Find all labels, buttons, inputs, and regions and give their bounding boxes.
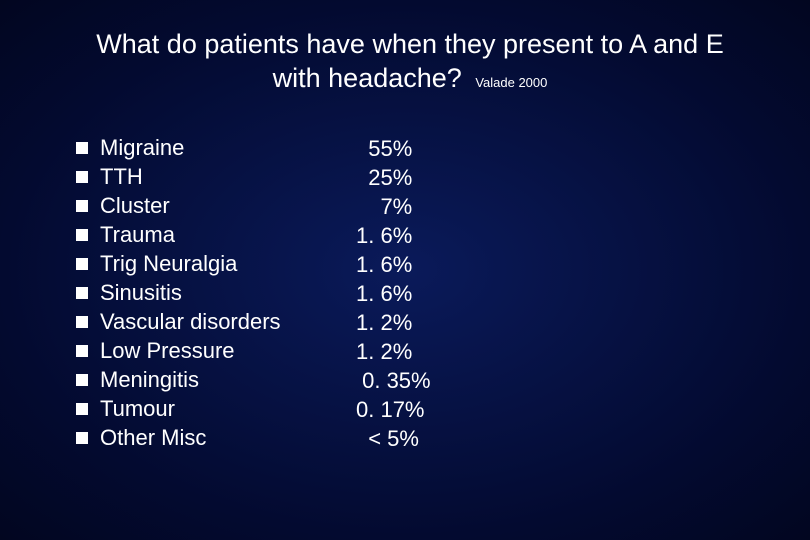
- item-label: Trig Neuralgia: [100, 251, 237, 277]
- bullet-icon: [76, 229, 88, 241]
- citation: Valade 2000: [475, 75, 547, 90]
- bullet-icon: [76, 345, 88, 357]
- item-label: Vascular disorders: [100, 309, 281, 335]
- title-line-1: What do patients have when they present …: [96, 29, 723, 59]
- list-item: Cluster: [76, 192, 356, 221]
- bullet-icon: [76, 432, 88, 444]
- item-label: Trauma: [100, 222, 175, 248]
- item-value: 1. 6%: [356, 221, 476, 250]
- item-label: Tumour: [100, 396, 175, 422]
- list-item: Vascular disorders: [76, 308, 356, 337]
- item-value: 55%: [356, 134, 476, 163]
- bullet-icon: [76, 287, 88, 299]
- content-columns: Migraine TTH Cluster Trauma Trig Neuralg…: [70, 134, 750, 453]
- item-label: Low Pressure: [100, 338, 235, 364]
- bullet-icon: [76, 374, 88, 386]
- item-value: 25%: [356, 163, 476, 192]
- list-item: Low Pressure: [76, 337, 356, 366]
- bullet-icon: [76, 316, 88, 328]
- item-label: Migraine: [100, 135, 184, 161]
- item-value: 1. 6%: [356, 250, 476, 279]
- item-label: Sinusitis: [100, 280, 182, 306]
- list-item: Migraine: [76, 134, 356, 163]
- item-value: 7%: [356, 192, 476, 221]
- slide: What do patients have when they present …: [0, 0, 810, 540]
- item-value: < 5%: [356, 424, 476, 453]
- list-item: Meningitis: [76, 366, 356, 395]
- item-label: Cluster: [100, 193, 170, 219]
- list-item: Tumour: [76, 395, 356, 424]
- list-item: Trauma: [76, 221, 356, 250]
- item-label: Meningitis: [100, 367, 199, 393]
- labels-column: Migraine TTH Cluster Trauma Trig Neuralg…: [76, 134, 356, 453]
- bullet-icon: [76, 171, 88, 183]
- item-label: TTH: [100, 164, 143, 190]
- item-value: 1. 6%: [356, 279, 476, 308]
- title-line-2: with headache?: [273, 63, 462, 93]
- item-value: 1. 2%: [356, 337, 476, 366]
- slide-title: What do patients have when they present …: [70, 28, 750, 96]
- list-item: Other Misc: [76, 424, 356, 453]
- item-value: 0. 35%: [356, 366, 476, 395]
- list-item: TTH: [76, 163, 356, 192]
- bullet-icon: [76, 142, 88, 154]
- list-item: Sinusitis: [76, 279, 356, 308]
- values-column: 55% 25% 7% 1. 6% 1. 6% 1. 6% 1. 2% 1. 2%…: [356, 134, 476, 453]
- bullet-icon: [76, 258, 88, 270]
- list-item: Trig Neuralgia: [76, 250, 356, 279]
- item-value: 0. 17%: [356, 395, 476, 424]
- bullet-icon: [76, 200, 88, 212]
- item-label: Other Misc: [100, 425, 206, 451]
- bullet-icon: [76, 403, 88, 415]
- item-value: 1. 2%: [356, 308, 476, 337]
